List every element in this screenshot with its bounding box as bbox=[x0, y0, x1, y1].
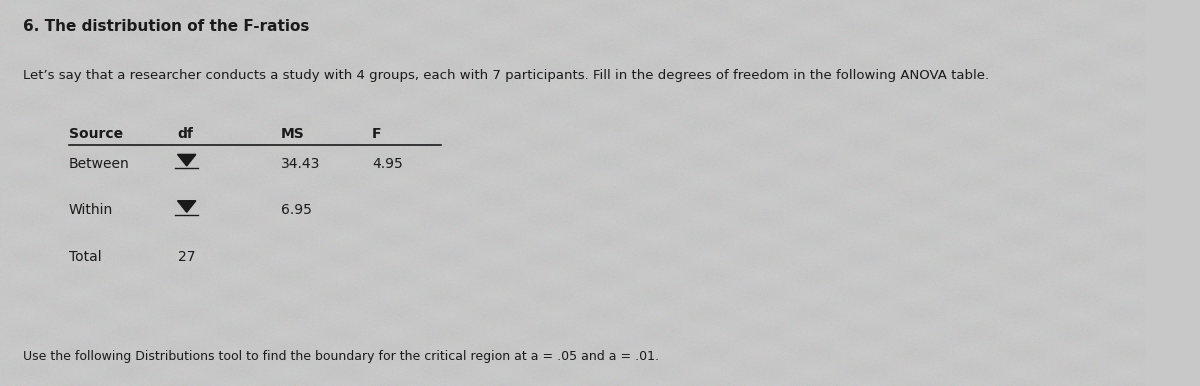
Text: 4.95: 4.95 bbox=[372, 157, 403, 171]
Polygon shape bbox=[178, 201, 196, 212]
Text: 6. The distribution of the F-ratios: 6. The distribution of the F-ratios bbox=[23, 19, 310, 34]
Text: Within: Within bbox=[68, 203, 113, 217]
Text: Between: Between bbox=[68, 157, 130, 171]
Text: F: F bbox=[372, 127, 382, 141]
Text: Use the following Distributions tool to find the boundary for the critical regio: Use the following Distributions tool to … bbox=[23, 350, 659, 363]
Text: df: df bbox=[178, 127, 193, 141]
Polygon shape bbox=[178, 154, 196, 166]
Text: 34.43: 34.43 bbox=[281, 157, 320, 171]
Text: Total: Total bbox=[68, 250, 101, 264]
Text: 27: 27 bbox=[178, 250, 196, 264]
Text: Let’s say that a researcher conducts a study with 4 groups, each with 7 particip: Let’s say that a researcher conducts a s… bbox=[23, 69, 989, 83]
Text: 6.95: 6.95 bbox=[281, 203, 312, 217]
Text: Source: Source bbox=[68, 127, 122, 141]
Text: MS: MS bbox=[281, 127, 305, 141]
